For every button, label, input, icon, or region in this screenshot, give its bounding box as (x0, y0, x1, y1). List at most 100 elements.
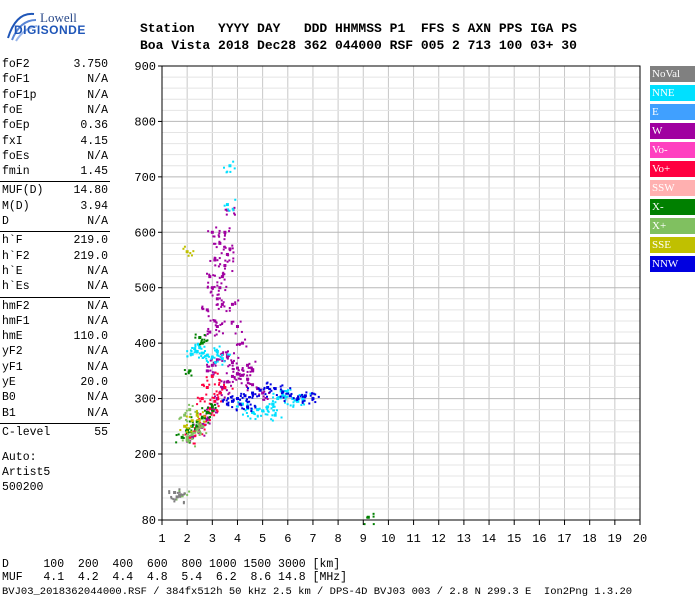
echo-point (200, 424, 204, 428)
echo-point (201, 433, 204, 436)
x-tick-label: 13 (457, 532, 471, 546)
header-values: Boa Vista 2018 Dec28 362 044000 RSF 005 … (140, 38, 577, 53)
echo-point (245, 345, 248, 348)
echo-point (189, 352, 192, 355)
echo-point (197, 344, 200, 347)
echo-point (216, 284, 219, 287)
echo-point (206, 272, 209, 275)
param-name: foF1 (2, 73, 30, 87)
echo-point (223, 267, 226, 270)
echo-point (190, 429, 193, 432)
echo-point (266, 408, 269, 411)
legend-noval: NoVal (650, 66, 695, 82)
echo-point (208, 275, 212, 279)
param-value: N/A (87, 73, 108, 87)
echo-point (190, 254, 193, 257)
x-tick-label: 9 (360, 532, 367, 546)
echo-point (213, 392, 216, 395)
param-row-foep: foEp 0.36 (0, 119, 108, 134)
param-value: N/A (87, 280, 108, 294)
echo-point (219, 263, 222, 266)
echo-point (235, 409, 238, 412)
param-value: 219.0 (73, 234, 108, 248)
echo-point (225, 380, 229, 384)
echo-point (194, 336, 197, 339)
echo-point (200, 416, 204, 420)
echo-point (317, 395, 320, 398)
echo-point (228, 391, 231, 394)
echo-point (231, 380, 234, 383)
echo-point (189, 354, 192, 357)
echo-point (192, 423, 195, 426)
param-row-mufd: MUF(D) 14.80 (0, 184, 108, 199)
echo-point (242, 373, 245, 376)
polarization-legend: NoVal NNE E W Vo- Vo+ SSW X- X+ SSE NNW (650, 66, 695, 275)
echo-point (222, 248, 225, 251)
echo-point (233, 212, 236, 215)
echo-point (225, 372, 228, 375)
echo-point (190, 352, 194, 356)
echo-point (185, 438, 189, 442)
echo-point (269, 383, 272, 386)
param-value: N/A (87, 149, 108, 163)
echo-point (208, 273, 211, 276)
echo-point (258, 388, 262, 392)
echo-point (241, 367, 244, 370)
echo-point (213, 258, 217, 262)
echo-point (217, 398, 220, 401)
echo-point (240, 330, 243, 333)
echo-point (243, 394, 247, 398)
echo-point (239, 378, 242, 381)
param-name: M(D) (2, 199, 30, 213)
y-tick-label: 600 (134, 226, 156, 240)
echo-point (186, 350, 189, 353)
echo-point (205, 412, 208, 415)
echo-point (266, 405, 270, 409)
echo-point (194, 333, 197, 336)
echo-point (189, 435, 192, 438)
echo-point (185, 426, 188, 429)
echo-point (308, 402, 311, 405)
echo-point (227, 379, 230, 382)
param-name: hmE (2, 330, 23, 344)
echo-point (187, 429, 190, 432)
echo-point (271, 400, 274, 403)
echo-point (222, 271, 225, 274)
param-name: h`F (2, 234, 23, 248)
param-value: 14.80 (73, 184, 108, 198)
echo-point (222, 398, 225, 401)
header-columns: Station YYYY DAY DDD HHMMSS P1 FFS S AXN… (140, 21, 577, 36)
echo-point (183, 424, 187, 428)
echo-point (186, 428, 189, 431)
echo-point (231, 247, 234, 250)
echo-point (218, 297, 221, 300)
echo-point (272, 403, 275, 406)
echo-point (198, 428, 201, 431)
echo-point (268, 403, 271, 406)
echo-point (254, 418, 257, 421)
echo-point (220, 391, 223, 394)
echo-point (247, 396, 250, 399)
echo-point (314, 393, 317, 396)
echo-point (228, 309, 231, 312)
echo-point (252, 368, 255, 371)
echo-point (218, 232, 221, 235)
echo-point (196, 396, 199, 399)
param-row-fof1: foF1 N/A (0, 73, 108, 88)
echo-point (202, 422, 205, 425)
echo-point (189, 434, 192, 437)
echo-point (239, 395, 242, 398)
param-value: N/A (87, 314, 108, 328)
echo-point (314, 401, 317, 404)
echo-point (218, 391, 222, 395)
echo-point (203, 356, 206, 359)
echo-point (286, 403, 289, 406)
param-value: N/A (87, 345, 108, 359)
echo-point (220, 323, 223, 326)
echo-point (228, 307, 231, 310)
echo-point (186, 420, 189, 423)
echo-point (217, 307, 220, 310)
echo-point (225, 402, 229, 406)
echo-point (225, 285, 228, 288)
param-row-hmf1: hmF1 N/A (0, 315, 108, 330)
